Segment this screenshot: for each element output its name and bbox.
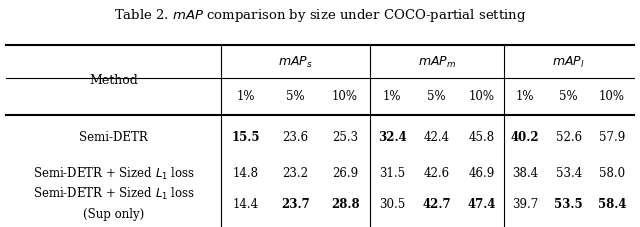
Text: 14.4: 14.4 bbox=[232, 198, 259, 211]
Text: Semi-DETR: Semi-DETR bbox=[79, 131, 148, 144]
Text: 42.7: 42.7 bbox=[422, 198, 451, 211]
Text: 10%: 10% bbox=[468, 90, 494, 103]
Text: (Sup only): (Sup only) bbox=[83, 208, 144, 221]
Text: 5%: 5% bbox=[428, 90, 446, 103]
Text: Semi-DETR + Sized $L_1$ loss: Semi-DETR + Sized $L_1$ loss bbox=[33, 186, 195, 202]
Text: 1%: 1% bbox=[383, 90, 401, 103]
Text: 57.9: 57.9 bbox=[599, 131, 625, 144]
Text: 52.6: 52.6 bbox=[556, 131, 582, 144]
Text: 1%: 1% bbox=[516, 90, 534, 103]
Text: 14.8: 14.8 bbox=[233, 167, 259, 180]
Text: 25.3: 25.3 bbox=[332, 131, 358, 144]
Text: 5%: 5% bbox=[286, 90, 305, 103]
Text: Method: Method bbox=[89, 74, 138, 86]
Text: 58.0: 58.0 bbox=[599, 167, 625, 180]
Text: 23.2: 23.2 bbox=[282, 167, 308, 180]
Text: 26.9: 26.9 bbox=[332, 167, 358, 180]
Text: 10%: 10% bbox=[599, 90, 625, 103]
Text: 10%: 10% bbox=[332, 90, 358, 103]
Text: 15.5: 15.5 bbox=[232, 131, 260, 144]
Text: 30.5: 30.5 bbox=[379, 198, 405, 211]
Text: 38.4: 38.4 bbox=[512, 167, 538, 180]
Text: 42.4: 42.4 bbox=[424, 131, 450, 144]
Text: 46.9: 46.9 bbox=[468, 167, 495, 180]
Text: 28.8: 28.8 bbox=[331, 198, 360, 211]
Text: 42.6: 42.6 bbox=[424, 167, 450, 180]
Text: $mAP_l$: $mAP_l$ bbox=[552, 55, 585, 70]
Text: 53.5: 53.5 bbox=[554, 198, 583, 211]
Text: 32.4: 32.4 bbox=[378, 131, 406, 144]
Text: 45.8: 45.8 bbox=[468, 131, 495, 144]
Text: 53.4: 53.4 bbox=[556, 167, 582, 180]
Text: $mAP_s$: $mAP_s$ bbox=[278, 55, 313, 70]
Text: 23.7: 23.7 bbox=[281, 198, 310, 211]
Text: 1%: 1% bbox=[236, 90, 255, 103]
Text: 5%: 5% bbox=[559, 90, 578, 103]
Text: 58.4: 58.4 bbox=[598, 198, 626, 211]
Text: 23.6: 23.6 bbox=[282, 131, 308, 144]
Text: 47.4: 47.4 bbox=[467, 198, 495, 211]
Text: 40.2: 40.2 bbox=[511, 131, 540, 144]
Text: Semi-DETR + Sized $L_1$ loss: Semi-DETR + Sized $L_1$ loss bbox=[33, 166, 195, 182]
Text: $mAP_m$: $mAP_m$ bbox=[418, 55, 456, 70]
Text: Table 2. $mAP$ comparison by size under COCO-partial setting: Table 2. $mAP$ comparison by size under … bbox=[114, 7, 526, 24]
Text: 31.5: 31.5 bbox=[379, 167, 405, 180]
Text: 39.7: 39.7 bbox=[512, 198, 538, 211]
